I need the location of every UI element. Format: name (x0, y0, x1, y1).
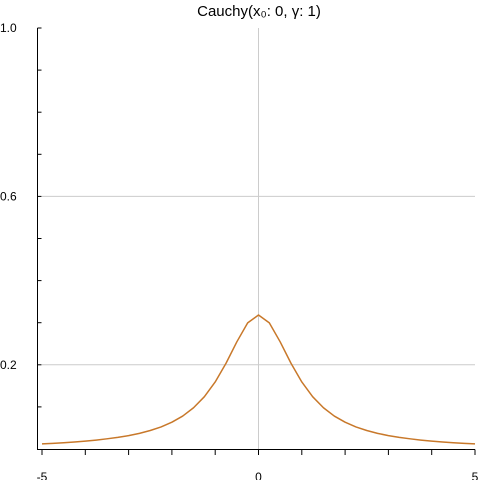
y-tick-label: 1.0 (0, 21, 17, 35)
y-tick-label: 0.2 (0, 358, 17, 372)
tick-labels: -5 0 5 0.2 0.6 1.0 (0, 21, 479, 480)
x-tick-label: 0 (255, 470, 262, 480)
chart-title: Cauchy(x₀: 0, γ: 1) (197, 3, 321, 20)
series-line (41, 314, 476, 445)
series-layer (41, 314, 476, 445)
grid (42, 28, 475, 449)
axes (37, 27, 476, 455)
y-tick-label: 0.6 (0, 189, 17, 203)
x-tick-label: 5 (472, 470, 479, 480)
x-tick-label: -5 (37, 470, 48, 480)
